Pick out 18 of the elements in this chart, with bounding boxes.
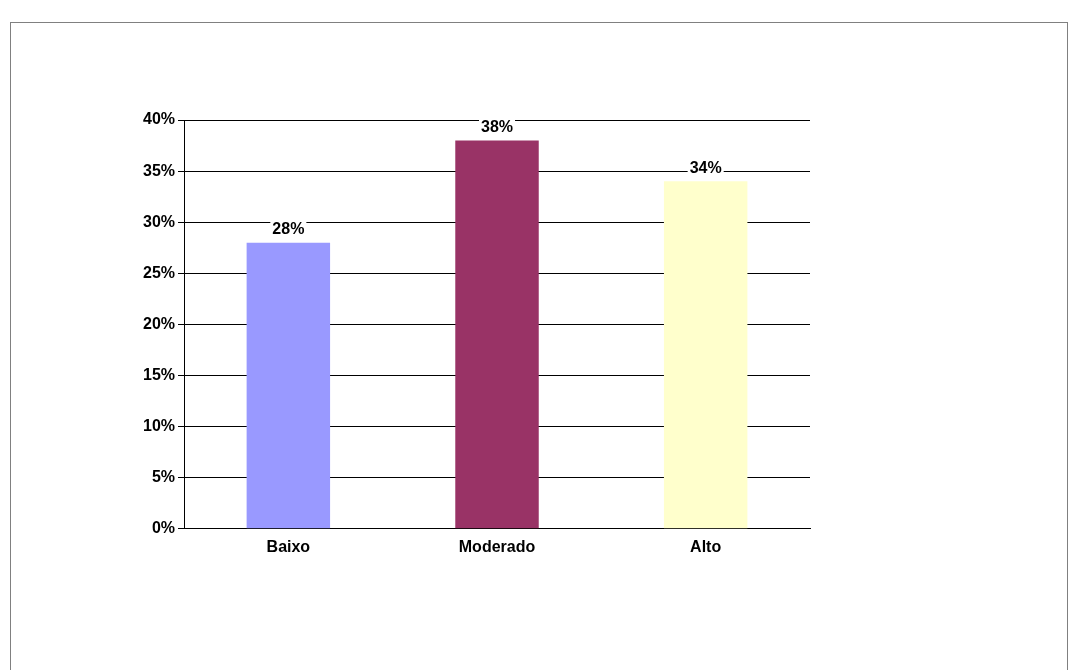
bar — [246, 242, 331, 529]
y-tick-label: 20% — [142, 314, 176, 332]
data-label: 34% — [689, 158, 722, 176]
y-tick-label: 5% — [151, 468, 176, 486]
y-tick-label: 0% — [151, 519, 176, 537]
y-tick-label: 25% — [142, 263, 176, 281]
bar — [663, 181, 748, 529]
y-tick-label: 15% — [142, 365, 176, 383]
x-tick-label: Moderado — [458, 537, 536, 555]
data-label: 28% — [272, 220, 305, 238]
y-tick-label: 40% — [142, 110, 176, 128]
y-tick-label: 35% — [142, 161, 176, 179]
y-tick-label: 10% — [142, 417, 176, 435]
x-tick-label: Baixo — [266, 537, 311, 555]
y-tick-label: 30% — [142, 212, 176, 230]
x-tick-label: Alto — [690, 537, 722, 555]
data-label: 38% — [481, 117, 514, 135]
bar — [455, 140, 539, 529]
